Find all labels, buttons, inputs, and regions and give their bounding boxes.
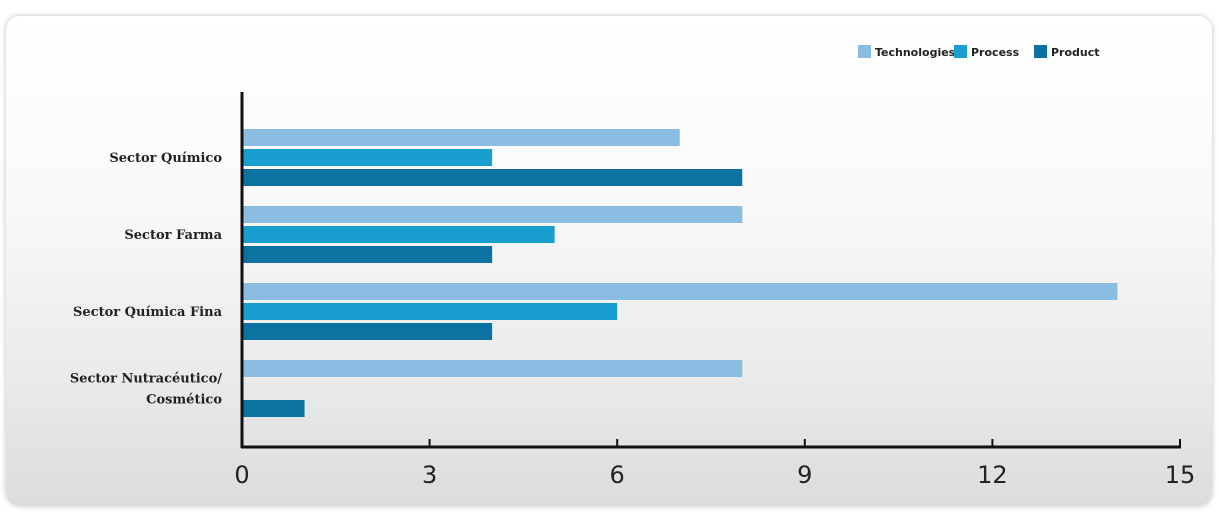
category-label-sector-quimica-fina: Sector Química Fina (73, 305, 223, 320)
bar-product-sector-nutraceutico-cosmetico (242, 400, 305, 417)
legend-swatch-product (1034, 45, 1047, 58)
bar-product-sector-quimica-fina (242, 323, 493, 340)
bar-technologies-sector-quimica-fina (242, 283, 1118, 300)
x-tick-label-6: 6 (610, 461, 625, 489)
x-tick-label-15: 15 (1165, 461, 1196, 489)
bar-process-sector-farma (242, 226, 555, 243)
category-label-sector-nutraceutico-cosmetico-line-1: Sector Nutracéutico/ (70, 372, 222, 387)
x-tick-label-9: 9 (797, 461, 812, 489)
category-label-sector-nutraceutico-cosmetico-line-2: Cosmético (146, 393, 222, 408)
category-label-sector-quimico: Sector Químico (109, 151, 222, 166)
legend-swatch-technologies (858, 45, 871, 58)
x-tick-label-0: 0 (234, 461, 249, 489)
legend-label-process: Process (971, 46, 1020, 59)
category-label-sector-farma: Sector Farma (124, 228, 222, 243)
legend-label-technologies: Technologies (875, 46, 956, 59)
chart-panel (6, 16, 1212, 506)
x-tick-label-12: 12 (977, 461, 1008, 489)
legend-swatch-process (954, 45, 967, 58)
bar-technologies-sector-farma (242, 206, 743, 223)
bar-product-sector-farma (242, 246, 493, 263)
bar-process-sector-quimica-fina (242, 303, 618, 320)
bar-product-sector-quimico (242, 169, 743, 186)
bar-technologies-sector-quimico (242, 129, 680, 146)
bar-process-sector-quimico (242, 149, 493, 166)
bar-technologies-sector-nutraceutico-cosmetico (242, 360, 743, 377)
x-tick-label-3: 3 (422, 461, 437, 489)
legend-label-product: Product (1051, 46, 1100, 59)
